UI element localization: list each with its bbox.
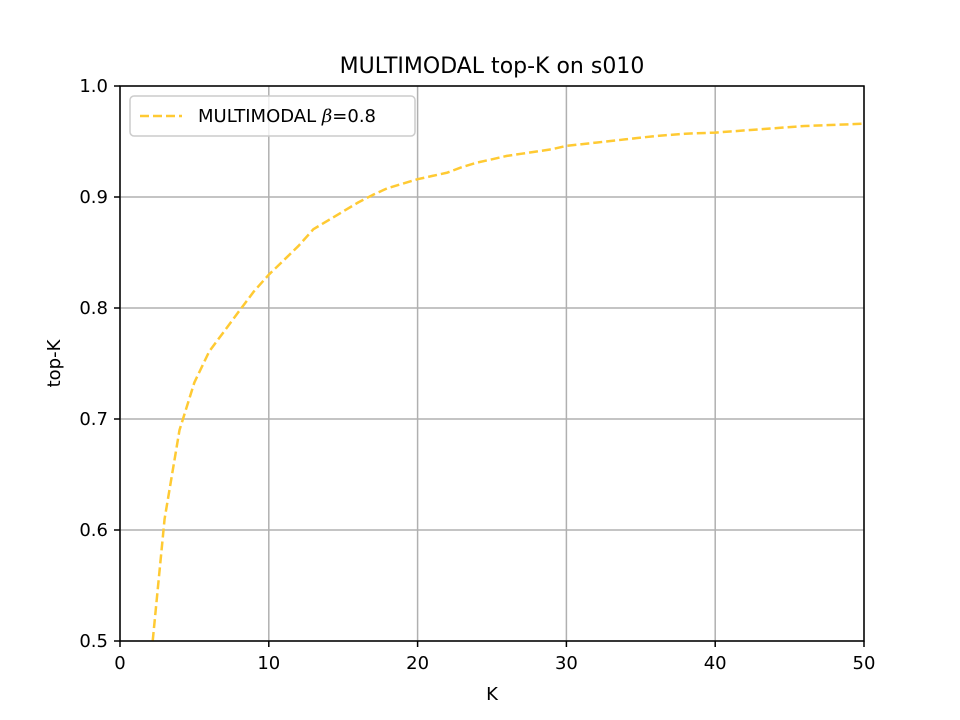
series-line-multimodal xyxy=(151,122,865,642)
y-tick-label: 0.6 xyxy=(79,520,108,541)
axes-frame xyxy=(119,85,865,642)
y-tick-label: 0.8 xyxy=(79,298,108,319)
x-tick-label: 0 xyxy=(114,653,125,674)
y-tick-label: 0.7 xyxy=(79,409,108,430)
legend-label-suffix: =0.8 xyxy=(332,106,376,127)
chart-title: MULTIMODAL top-K on s010 xyxy=(340,54,645,79)
x-tick-label: 10 xyxy=(257,653,280,674)
x-axis-label: K xyxy=(486,684,499,705)
y-tick-label: 1.0 xyxy=(79,76,108,97)
y-axis-label: top-K xyxy=(44,338,65,387)
y-tick-label: 0.5 xyxy=(79,631,108,652)
x-tick-label: 20 xyxy=(406,653,429,674)
y-tick-label: 0.9 xyxy=(79,187,108,208)
axis-ticks: 0 10 20 30 40 50 0.5 0.6 0.7 0.8 0.9 1.0 xyxy=(79,76,875,674)
legend-box xyxy=(129,95,416,137)
x-tick-label: 50 xyxy=(853,653,876,674)
legend-label-symbol: β xyxy=(321,106,332,127)
legend-label-prefix: MULTIMODAL xyxy=(198,106,322,127)
legend: MULTIMODAL β=0.8 xyxy=(129,95,416,137)
legend-label-multimodal: MULTIMODAL β=0.8 xyxy=(198,106,376,127)
x-tick-label: 40 xyxy=(704,653,727,674)
x-tick-label: 30 xyxy=(555,653,578,674)
plot-area xyxy=(120,86,864,641)
series-layer xyxy=(151,122,865,642)
